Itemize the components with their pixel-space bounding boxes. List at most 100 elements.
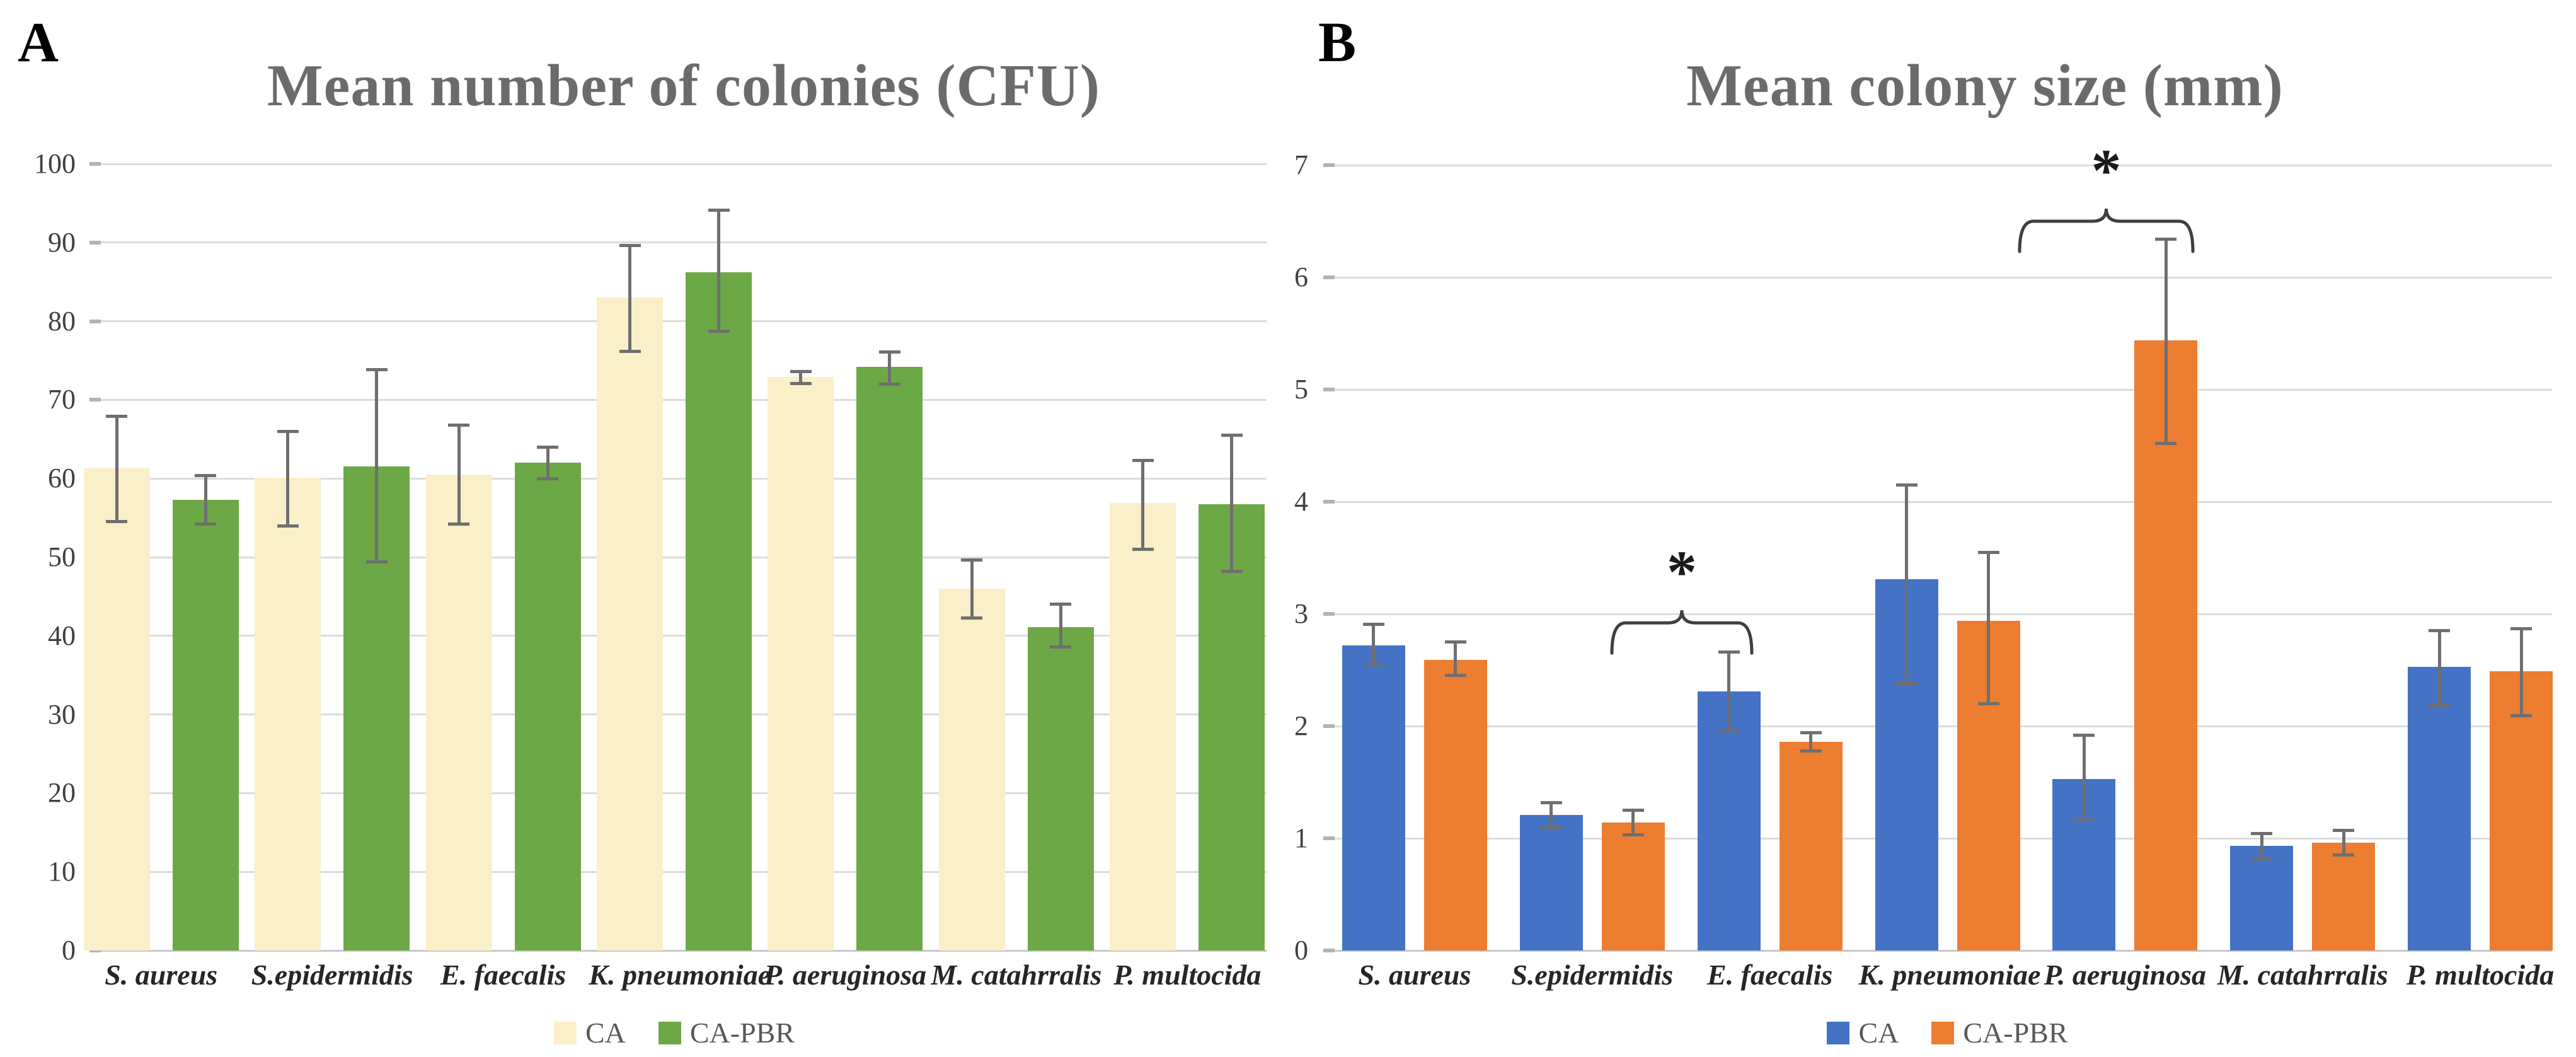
- error-bar: [546, 447, 549, 479]
- category-label: K. pneumoniae: [1858, 959, 2041, 991]
- error-bar-cap: [1622, 809, 1644, 812]
- error-bar: [2437, 630, 2441, 706]
- error-bar-cap: [448, 423, 470, 427]
- error-bar-cap: [1977, 702, 1999, 705]
- chart-b-title: Mean colony size (mm): [1686, 53, 2284, 118]
- category-label: M. catahrralis: [931, 959, 1102, 991]
- error-bar: [1631, 810, 1635, 835]
- error-bar-cap: [2073, 819, 2095, 823]
- category-label: S. aureus: [1358, 959, 1471, 991]
- error-bar-cap: [1977, 550, 1999, 554]
- error-bar-cap: [1895, 483, 1918, 487]
- error-bar-cap: [277, 524, 299, 528]
- error-bar-cap: [365, 368, 388, 372]
- error-bar: [1550, 802, 1553, 828]
- error-bar-cap: [448, 523, 470, 526]
- error-bar-cap: [2510, 627, 2533, 630]
- chart-a-legend: CA CA-PBR: [76, 1016, 1273, 1049]
- bar-ca-pbr-3: [686, 272, 752, 950]
- significance-asterisk: *: [1667, 538, 1697, 606]
- bar-ca-6: [1110, 502, 1176, 950]
- error-bar-cap: [1540, 800, 1562, 804]
- y-axis-tick: [1323, 388, 1335, 391]
- error-bar: [2342, 830, 2345, 855]
- error-bar-cap: [1362, 622, 1384, 626]
- error-bar-cap: [106, 520, 128, 524]
- error-bar-cap: [1540, 825, 1562, 829]
- y-axis-tick: [89, 162, 101, 166]
- error-bar: [375, 369, 379, 562]
- y-tick-label: 4: [1294, 486, 1308, 517]
- legend-item-ca: CA: [1827, 1016, 1899, 1049]
- error-bar-cap: [619, 349, 641, 353]
- bar-ca-2: [425, 474, 492, 950]
- error-bar: [1454, 642, 1458, 676]
- error-bar: [1059, 604, 1062, 647]
- bar-ca-0: [83, 468, 150, 950]
- error-bar-cap: [537, 445, 559, 449]
- error-bar: [2260, 833, 2263, 859]
- bar-ca-pbr-2: [514, 463, 581, 950]
- error-bar-cap: [1362, 662, 1384, 666]
- gridline-60: [101, 477, 1267, 480]
- error-bar-cap: [2429, 704, 2451, 708]
- y-tick-label: 20: [48, 777, 76, 809]
- y-tick-label: 60: [48, 463, 76, 494]
- ca-pbr-legend-label: CA-PBR: [1963, 1017, 2068, 1049]
- bar-ca-4: [768, 377, 834, 950]
- y-axis-tick: [89, 949, 101, 952]
- gridline-30: [101, 713, 1267, 716]
- error-bar-cap: [1444, 640, 1466, 644]
- error-bar-cap: [2510, 714, 2533, 718]
- error-bar: [888, 352, 892, 384]
- category-label: K. pneumoniae: [589, 959, 771, 991]
- bar-ca-pbr-0: [1423, 659, 1487, 950]
- y-tick-label: 6: [1294, 262, 1308, 292]
- error-bar-cap: [106, 415, 128, 419]
- ca-swatch: [553, 1021, 577, 1044]
- error-bar: [717, 210, 720, 332]
- bar-ca-1: [1519, 814, 1583, 950]
- y-tick-label: 90: [48, 226, 76, 258]
- gridline-40: [101, 635, 1267, 637]
- y-tick-label: 0: [1294, 935, 1308, 966]
- category-label: S. aureus: [105, 959, 218, 991]
- y-tick-label: 40: [48, 620, 76, 651]
- y-tick-label: 80: [48, 305, 76, 337]
- error-bar-cap: [1718, 729, 1740, 732]
- ca-pbr-legend-label: CA-PBR: [689, 1017, 795, 1049]
- gridline-2: [1335, 725, 2552, 727]
- y-axis-tick: [89, 240, 101, 245]
- significance-asterisk: *: [2091, 137, 2122, 204]
- gridline-6: [1335, 276, 2552, 279]
- bar-ca-5: [2230, 846, 2294, 950]
- error-bar-cap: [961, 616, 983, 620]
- error-bar: [1809, 732, 1813, 751]
- error-bar-cap: [1132, 548, 1154, 552]
- gridline-10: [101, 870, 1267, 873]
- ca-legend-label: CA: [1858, 1017, 1899, 1049]
- bar-ca-pbr-5: [2312, 843, 2376, 950]
- error-bar: [2164, 239, 2168, 444]
- y-axis-tick: [1323, 949, 1335, 952]
- y-tick-label: 100: [34, 148, 76, 179]
- error-bar-cap: [619, 244, 641, 248]
- error-bar-cap: [2073, 733, 2095, 737]
- error-bar-cap: [961, 558, 983, 562]
- error-bar: [1141, 460, 1145, 550]
- error-bar-cap: [790, 369, 812, 373]
- error-bar-cap: [1800, 731, 1822, 735]
- y-axis-tick: [1323, 724, 1335, 728]
- error-bar-cap: [2251, 832, 2273, 836]
- error-bar-cap: [1221, 434, 1243, 437]
- gridline-70: [101, 398, 1267, 401]
- error-bar-cap: [1444, 674, 1466, 678]
- error-bar-cap: [790, 381, 812, 385]
- y-axis-tick: [1323, 836, 1335, 840]
- error-bar-cap: [1221, 569, 1243, 573]
- bar-ca-2: [1697, 691, 1761, 950]
- error-bar-cap: [708, 330, 730, 333]
- category-label: S.epidermidis: [1511, 959, 1674, 991]
- error-bar-cap: [878, 382, 900, 386]
